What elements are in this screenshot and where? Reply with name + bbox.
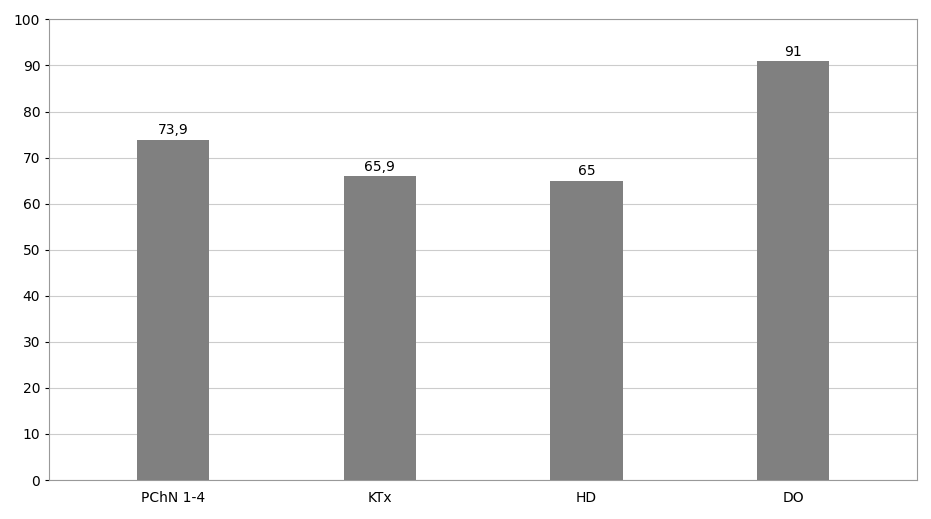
Text: 65,9: 65,9	[364, 160, 396, 174]
Bar	[344, 176, 416, 480]
Text: 65: 65	[578, 165, 595, 179]
Text: 91: 91	[784, 45, 802, 59]
Bar	[137, 140, 209, 480]
Bar	[550, 181, 623, 480]
Bar	[757, 61, 830, 480]
Text: 73,9: 73,9	[158, 124, 189, 138]
